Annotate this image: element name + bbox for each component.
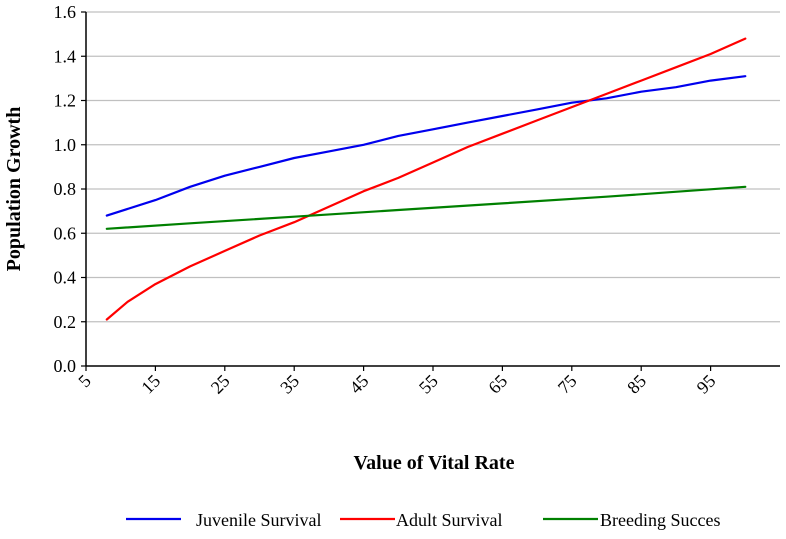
axis-layer: 0.0 0.2 0.4 0.6 0.8 1.0 1.2 1.4 1.6 5 15 25 35 45 55 65…	[54, 2, 780, 398]
x-tick-label: 55	[415, 371, 442, 398]
x-tick-label: 95	[693, 371, 720, 398]
y-tick-label: 1.6	[54, 2, 77, 22]
series-line-adult-survival	[105, 37, 747, 321]
legend-label: Adult Survival	[396, 510, 503, 530]
x-tick-label: 15	[137, 371, 164, 398]
grid-layer	[86, 11, 780, 323]
x-tick-label: 25	[207, 371, 234, 398]
y-axis-title: Population Growth	[3, 107, 25, 272]
y-tick-label: 0.2	[54, 312, 77, 332]
y-tick-label: 0.0	[54, 356, 77, 376]
series-line-breeding-succes	[105, 185, 747, 230]
legend-label: Breeding Succes	[600, 510, 720, 530]
y-tick-label: 1.0	[54, 135, 77, 155]
x-tick-label: 5	[74, 371, 95, 392]
series-layer	[105, 37, 747, 321]
x-tick-label: 85	[623, 371, 650, 398]
x-tick-label: 65	[484, 371, 511, 398]
x-tick-label: 75	[554, 371, 581, 398]
series-line-juvenile-survival	[105, 75, 747, 217]
y-tick-label: 0.8	[54, 179, 77, 199]
x-tick-label: 35	[276, 371, 303, 398]
y-tick-label: 1.2	[54, 91, 77, 111]
y-tick-label: 0.4	[54, 268, 77, 288]
x-axis-title: Value of Vital Rate	[354, 452, 515, 474]
x-tick-label: 45	[346, 371, 373, 398]
y-tick-label: 1.4	[54, 46, 77, 66]
legend: Juvenile Survival Adult Survival Breeding …	[126, 510, 720, 530]
y-tick-label: 0.6	[54, 223, 77, 243]
legend-label: Juvenile Survival	[196, 510, 321, 530]
